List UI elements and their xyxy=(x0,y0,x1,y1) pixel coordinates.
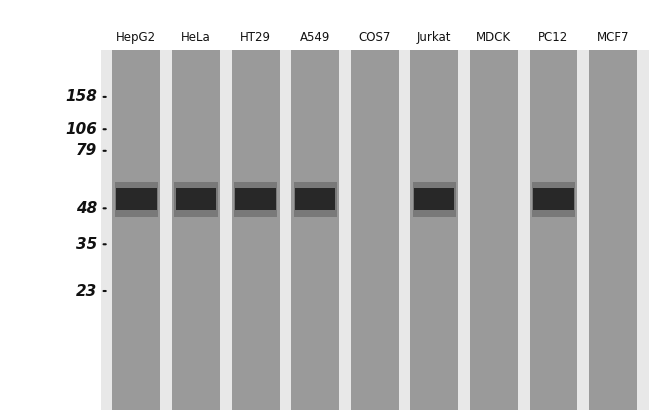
Bar xyxy=(458,50,470,410)
Bar xyxy=(161,50,172,410)
Bar xyxy=(414,189,454,210)
Text: 23: 23 xyxy=(76,283,98,298)
Bar xyxy=(637,50,649,410)
Text: 158: 158 xyxy=(66,89,98,104)
Text: HeLa: HeLa xyxy=(181,31,211,44)
Bar xyxy=(577,50,589,410)
Bar xyxy=(174,181,218,217)
Bar xyxy=(280,50,291,410)
Bar xyxy=(534,189,573,210)
Bar xyxy=(294,181,337,217)
Text: Jurkat: Jurkat xyxy=(417,31,452,44)
Bar xyxy=(518,50,530,410)
Bar xyxy=(234,181,277,217)
Bar xyxy=(532,181,575,217)
Bar xyxy=(220,50,231,410)
Text: HepG2: HepG2 xyxy=(116,31,157,44)
Bar xyxy=(339,50,351,410)
Bar xyxy=(398,50,410,410)
Bar xyxy=(101,50,112,410)
Text: 48: 48 xyxy=(76,201,98,216)
Bar xyxy=(101,50,649,410)
Text: COS7: COS7 xyxy=(359,31,391,44)
Text: MCF7: MCF7 xyxy=(597,31,629,44)
Text: 79: 79 xyxy=(76,143,98,158)
Bar xyxy=(115,181,158,217)
Bar xyxy=(295,189,335,210)
Bar xyxy=(235,189,276,210)
Text: A549: A549 xyxy=(300,31,330,44)
Text: HT29: HT29 xyxy=(240,31,271,44)
Text: 106: 106 xyxy=(66,122,98,137)
Text: 35: 35 xyxy=(76,237,98,252)
Text: PC12: PC12 xyxy=(538,31,569,44)
Bar xyxy=(413,181,456,217)
Bar xyxy=(116,189,157,210)
Bar xyxy=(176,189,216,210)
Text: MDCK: MDCK xyxy=(476,31,512,44)
